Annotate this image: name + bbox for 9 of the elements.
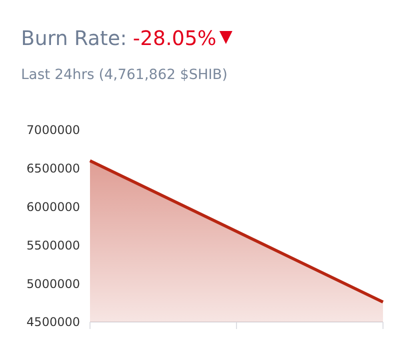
y-tick-label: 6500000: [26, 162, 80, 176]
y-tick-label: 5000000: [26, 276, 80, 291]
chart-subtitle: Last 24hrs (4,761,862 $SHIB): [21, 67, 228, 83]
y-tick-label: 4500000: [26, 315, 80, 330]
y-tick-label: 6000000: [26, 200, 80, 214]
text: -28.05%: [132, 26, 216, 50]
chart-title: Burn Rate:: [21, 26, 127, 50]
y-tick-label: 5500000: [26, 238, 80, 252]
y-tick-label: 7000000: [26, 123, 80, 138]
